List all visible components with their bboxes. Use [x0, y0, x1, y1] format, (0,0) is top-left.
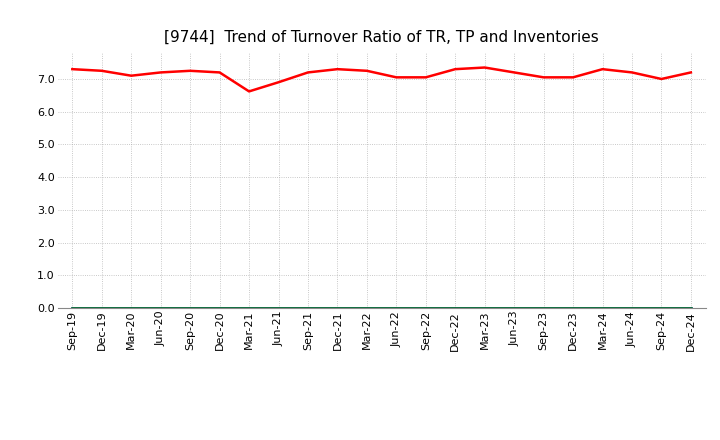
Inventories	[392, 305, 400, 311]
Inventories	[687, 305, 696, 311]
Trade Receivables	[451, 66, 459, 72]
Trade Payables	[333, 305, 342, 311]
Trade Payables	[451, 305, 459, 311]
Inventories	[510, 305, 518, 311]
Inventories	[628, 305, 636, 311]
Trade Payables	[569, 305, 577, 311]
Trade Receivables	[186, 68, 194, 73]
Trade Receivables	[127, 73, 135, 78]
Inventories	[598, 305, 607, 311]
Trade Receivables	[274, 80, 283, 85]
Trade Receivables	[245, 89, 253, 94]
Trade Payables	[215, 305, 224, 311]
Trade Receivables	[598, 66, 607, 72]
Trade Receivables	[363, 68, 372, 73]
Trade Payables	[687, 305, 696, 311]
Trade Payables	[304, 305, 312, 311]
Inventories	[245, 305, 253, 311]
Trade Payables	[97, 305, 106, 311]
Inventories	[304, 305, 312, 311]
Trade Receivables	[68, 66, 76, 72]
Trade Receivables	[333, 66, 342, 72]
Trade Payables	[68, 305, 76, 311]
Inventories	[451, 305, 459, 311]
Trade Receivables	[392, 75, 400, 80]
Inventories	[539, 305, 548, 311]
Trade Receivables	[215, 70, 224, 75]
Trade Payables	[363, 305, 372, 311]
Trade Receivables	[569, 75, 577, 80]
Trade Receivables	[97, 68, 106, 73]
Trade Receivables	[480, 65, 489, 70]
Title: [9744]  Trend of Turnover Ratio of TR, TP and Inventories: [9744] Trend of Turnover Ratio of TR, TP…	[164, 29, 599, 45]
Inventories	[657, 305, 666, 311]
Inventories	[68, 305, 76, 311]
Trade Payables	[539, 305, 548, 311]
Trade Receivables	[628, 70, 636, 75]
Trade Payables	[480, 305, 489, 311]
Trade Receivables	[539, 75, 548, 80]
Trade Payables	[598, 305, 607, 311]
Trade Payables	[245, 305, 253, 311]
Inventories	[274, 305, 283, 311]
Inventories	[333, 305, 342, 311]
Inventories	[363, 305, 372, 311]
Inventories	[156, 305, 165, 311]
Trade Payables	[127, 305, 135, 311]
Inventories	[569, 305, 577, 311]
Trade Receivables	[421, 75, 430, 80]
Inventories	[127, 305, 135, 311]
Trade Payables	[421, 305, 430, 311]
Trade Payables	[186, 305, 194, 311]
Trade Payables	[156, 305, 165, 311]
Inventories	[480, 305, 489, 311]
Trade Payables	[628, 305, 636, 311]
Trade Receivables	[687, 70, 696, 75]
Trade Payables	[274, 305, 283, 311]
Trade Receivables	[657, 76, 666, 81]
Line: Trade Receivables: Trade Receivables	[72, 67, 691, 92]
Trade Payables	[657, 305, 666, 311]
Trade Receivables	[510, 70, 518, 75]
Trade Payables	[392, 305, 400, 311]
Trade Payables	[510, 305, 518, 311]
Inventories	[421, 305, 430, 311]
Inventories	[97, 305, 106, 311]
Inventories	[215, 305, 224, 311]
Trade Receivables	[156, 70, 165, 75]
Inventories	[186, 305, 194, 311]
Trade Receivables	[304, 70, 312, 75]
